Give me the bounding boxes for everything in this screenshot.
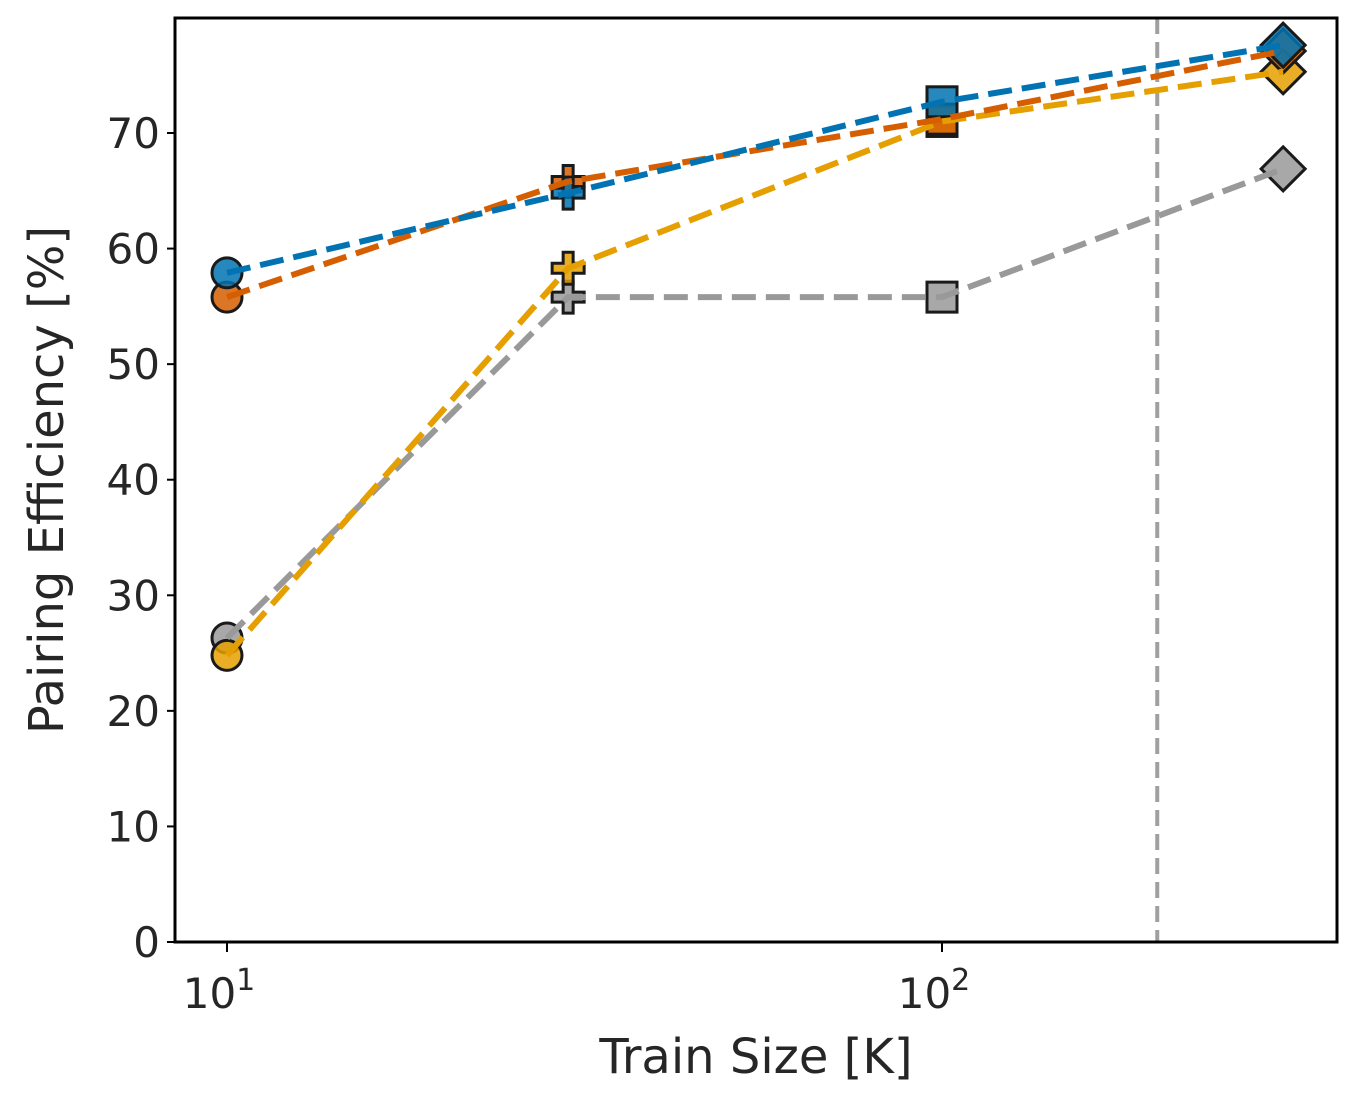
y-tick-label: 30: [107, 571, 160, 620]
y-axis-label: Pairing Efficiency [%]: [19, 226, 75, 734]
plot-frame: [173, 16, 1339, 944]
diamond-marker: [1259, 21, 1308, 70]
y-tick-label: 50: [107, 340, 160, 389]
series-orange: [210, 47, 1308, 672]
x-axis-label: Train Size [K]: [598, 1029, 912, 1085]
x-tick-exponent: 1: [236, 963, 255, 998]
y-tick-label: 40: [107, 456, 160, 505]
series-line-orange: [224, 68, 1284, 658]
y-tick-label: 20: [107, 687, 160, 736]
diamond-marker: [1259, 144, 1308, 193]
y-tick-label: 10: [107, 802, 160, 851]
series-line-vermilion: [226, 48, 1284, 300]
series-line-blue: [226, 42, 1284, 276]
x-tick-label: 102: [898, 963, 971, 1018]
y-tick-label: 0: [133, 918, 160, 967]
x-tick-label: 101: [183, 963, 256, 1018]
y-tick-label: 60: [107, 225, 160, 274]
y-tick-label: 70: [107, 109, 160, 158]
x-tick-exponent: 2: [951, 963, 970, 998]
series-line-gray: [224, 166, 1285, 641]
